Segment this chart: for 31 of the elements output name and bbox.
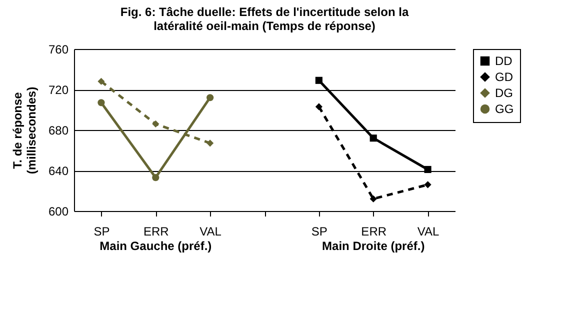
x-tick-label: SP bbox=[94, 224, 110, 238]
text: Main Droite (préf.) bbox=[322, 239, 425, 253]
point bbox=[315, 103, 322, 110]
y-tick-label: 600 bbox=[48, 204, 69, 218]
x-tick-label: ERR bbox=[143, 224, 170, 238]
text: Main Gauche (préf.) bbox=[100, 239, 212, 253]
legend-label: GD bbox=[495, 70, 514, 84]
x-tick-label: VAL bbox=[417, 224, 440, 238]
x-tick-label: ERR bbox=[361, 224, 387, 238]
point bbox=[370, 195, 377, 202]
x-tick-label: SP bbox=[311, 224, 328, 238]
legend-label: DD bbox=[495, 54, 513, 68]
point bbox=[424, 166, 432, 174]
y-tick-label: 720 bbox=[48, 83, 69, 97]
point bbox=[152, 120, 160, 128]
legend-label: DG bbox=[495, 86, 513, 100]
point bbox=[98, 78, 105, 85]
y-tick-label: 680 bbox=[48, 124, 69, 138]
point bbox=[370, 134, 377, 142]
y-tick-label: 760 bbox=[48, 42, 69, 56]
point bbox=[206, 94, 214, 102]
point bbox=[98, 99, 105, 106]
point bbox=[206, 140, 214, 147]
legend-label: GG bbox=[495, 102, 514, 116]
chart-title: Fig. 6: Tâche duelle: Effets de l'incertitude selon la latéralité oeil-main (Temps de réponse) bbox=[120, 5, 409, 33]
x-tick-label: VAL bbox=[200, 224, 222, 238]
y-tick-label: 640 bbox=[48, 164, 69, 178]
point bbox=[424, 181, 432, 188]
y-axis-title: T. de réponse (millisecondes) bbox=[10, 86, 38, 174]
point bbox=[315, 76, 322, 84]
point bbox=[152, 174, 160, 182]
